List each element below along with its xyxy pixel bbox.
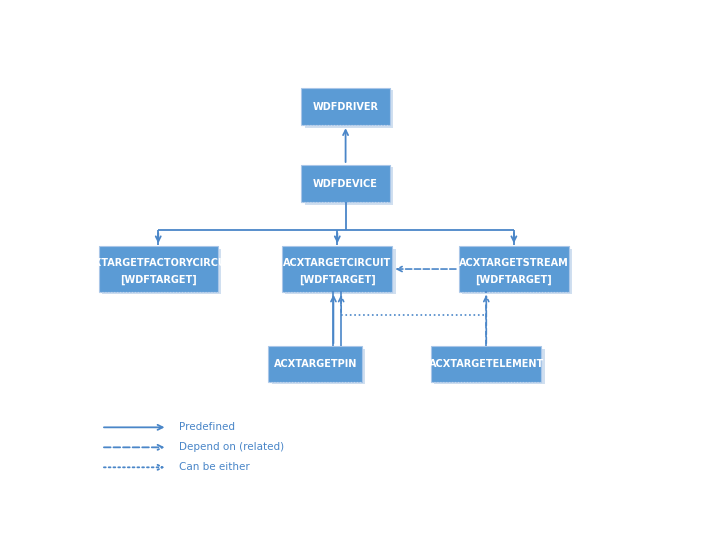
FancyBboxPatch shape [459,246,569,292]
FancyBboxPatch shape [99,246,218,292]
Text: WDFDEVICE: WDFDEVICE [313,179,378,189]
FancyBboxPatch shape [282,246,392,292]
Text: Depend on (related): Depend on (related) [179,443,285,452]
Text: Predefined: Predefined [179,423,236,432]
FancyBboxPatch shape [305,90,393,128]
Text: ACXTARGETCIRCUIT: ACXTARGETCIRCUIT [283,258,392,268]
FancyBboxPatch shape [434,348,545,384]
Text: WDFDRIVER: WDFDRIVER [313,102,379,111]
Text: [WDFTARGET]: [WDFTARGET] [476,274,553,285]
FancyBboxPatch shape [272,348,365,384]
Text: ACXTARGETSTREAM: ACXTARGETSTREAM [459,258,569,268]
FancyBboxPatch shape [103,249,221,294]
FancyBboxPatch shape [268,346,362,381]
FancyBboxPatch shape [286,249,396,294]
FancyBboxPatch shape [431,346,542,381]
FancyBboxPatch shape [301,88,389,126]
Text: ACXTARGETPIN: ACXTARGETPIN [273,359,357,369]
Text: [WDFTARGET]: [WDFTARGET] [299,274,376,285]
FancyBboxPatch shape [301,165,389,202]
FancyBboxPatch shape [305,167,393,205]
FancyBboxPatch shape [462,249,572,294]
Text: ACXTARGETELEMENT: ACXTARGETELEMENT [429,359,544,369]
Text: ACXTARGETFACTORYCIRCUIT: ACXTARGETFACTORYCIRCUIT [80,258,237,268]
Text: [WDFTARGET]: [WDFTARGET] [120,274,197,285]
Text: Can be either: Can be either [179,463,250,472]
